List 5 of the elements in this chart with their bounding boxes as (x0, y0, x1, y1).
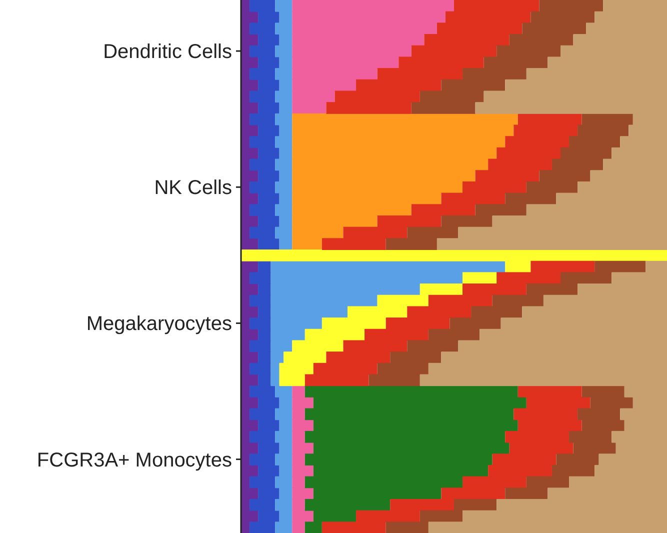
y-tick-label: FCGR3A+ Monocytes (36, 449, 232, 472)
y-tick-label: Dendritic Cells (103, 41, 232, 64)
y-tick-label: Megakaryocytes (86, 313, 232, 336)
bar (462, 272, 497, 284)
y-tick-label: NK Cells (154, 177, 232, 200)
